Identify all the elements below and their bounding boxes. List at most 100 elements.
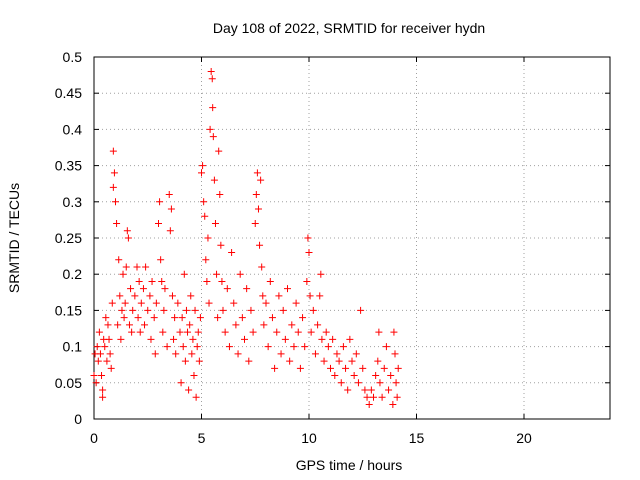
data-point — [389, 401, 397, 409]
data-point — [316, 292, 324, 300]
data-point — [380, 364, 388, 372]
data-point — [317, 270, 325, 278]
data-point — [305, 248, 313, 256]
data-point — [376, 379, 384, 387]
data-point — [161, 285, 169, 293]
data-point — [142, 263, 150, 271]
data-point — [281, 335, 289, 343]
data-point — [286, 357, 294, 365]
data-point — [318, 335, 326, 343]
x-tick-label: 5 — [198, 430, 206, 446]
data-point — [199, 162, 207, 170]
data-point — [113, 220, 121, 228]
data-point — [152, 299, 160, 307]
data-point — [232, 321, 240, 329]
data-point — [209, 104, 217, 112]
data-point — [311, 350, 319, 358]
data-point — [209, 133, 217, 141]
data-point — [176, 328, 184, 336]
data-point — [194, 328, 202, 336]
data-point — [147, 335, 155, 343]
data-point — [110, 169, 118, 177]
data-point — [204, 234, 212, 242]
data-point — [180, 270, 188, 278]
plot-frame — [93, 56, 611, 420]
data-point — [146, 292, 154, 300]
data-point — [394, 364, 402, 372]
data-point — [217, 241, 225, 249]
data-point — [247, 306, 255, 314]
data-point — [393, 393, 401, 401]
data-point — [102, 314, 110, 322]
data-point — [191, 306, 199, 314]
data-point — [296, 364, 304, 372]
data-point — [221, 328, 229, 336]
data-point — [108, 299, 116, 307]
data-point — [188, 350, 196, 358]
data-point — [167, 205, 175, 213]
data-point — [156, 198, 164, 206]
data-point — [306, 292, 314, 300]
data-point — [337, 379, 345, 387]
data-point — [329, 335, 337, 343]
data-point — [322, 328, 330, 336]
data-point — [151, 350, 159, 358]
data-point — [170, 335, 178, 343]
data-point — [171, 314, 179, 322]
data-point — [344, 386, 352, 394]
data-point — [121, 299, 129, 307]
data-point — [258, 263, 266, 271]
data-point — [359, 364, 367, 372]
data-point — [95, 328, 103, 336]
data-point — [218, 277, 226, 285]
data-point — [174, 299, 182, 307]
data-point — [268, 314, 276, 322]
data-point — [223, 285, 231, 293]
data-point — [107, 364, 115, 372]
data-point — [168, 292, 176, 300]
chart-title: Day 108 of 2022, SRMTID for receiver hyd… — [213, 20, 485, 36]
data-point — [391, 350, 399, 358]
data-point — [196, 314, 204, 322]
data-point — [324, 343, 332, 351]
data-point — [331, 372, 339, 380]
data-point — [320, 357, 328, 365]
data-point — [92, 379, 100, 387]
data-point — [361, 386, 369, 394]
data-point — [213, 270, 221, 278]
data-point — [273, 328, 281, 336]
data-point — [243, 285, 251, 293]
data-point — [103, 357, 111, 365]
data-point — [200, 198, 208, 206]
data-point — [159, 328, 167, 336]
data-point — [214, 314, 222, 322]
y-tick-label: 0.5 — [63, 49, 83, 65]
y-axis-label: SRMTID / TECUs — [6, 183, 22, 293]
data-point — [275, 292, 283, 300]
data-point — [118, 306, 126, 314]
data-point — [228, 248, 236, 256]
data-point — [177, 379, 185, 387]
data-point — [123, 227, 131, 235]
data-point — [129, 306, 137, 314]
data-point — [106, 350, 114, 358]
data-point — [294, 328, 302, 336]
grid-lines — [94, 57, 610, 419]
data-point — [370, 393, 377, 401]
data-point — [182, 306, 190, 314]
data-point — [99, 386, 107, 394]
data-point — [101, 343, 109, 351]
data-point — [150, 314, 158, 322]
data-point — [290, 343, 298, 351]
data-point — [99, 393, 107, 401]
data-point — [254, 205, 262, 213]
data-point — [184, 328, 192, 336]
data-point — [387, 372, 395, 380]
data-point — [134, 314, 142, 322]
data-point — [131, 292, 139, 300]
y-tick-label: 0.15 — [55, 302, 82, 318]
data-point — [260, 321, 268, 329]
y-tick-label: 0.4 — [63, 121, 83, 137]
data-point — [352, 350, 360, 358]
